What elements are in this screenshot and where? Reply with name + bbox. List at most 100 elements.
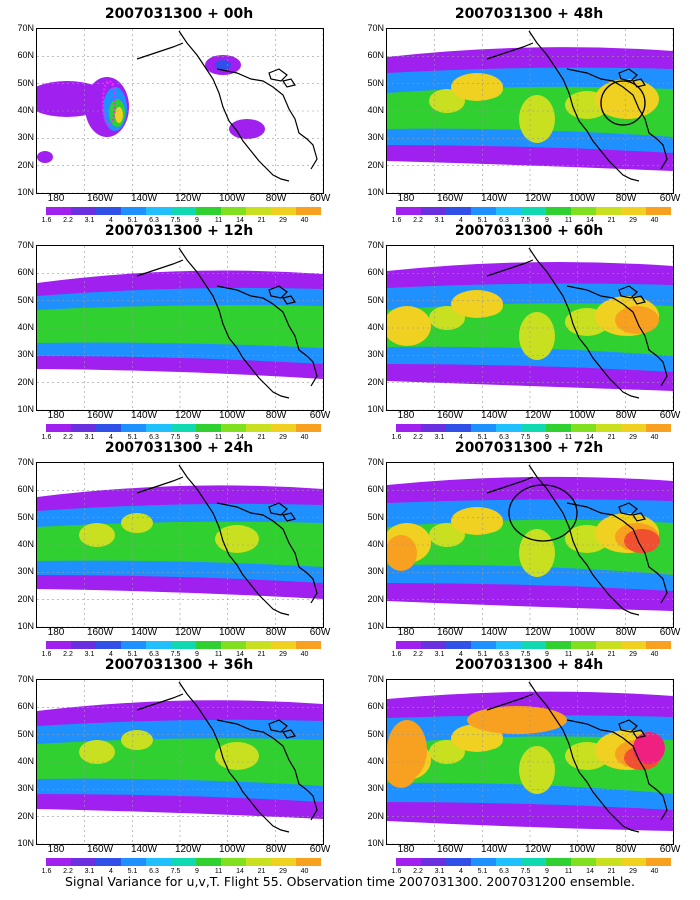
- lat-label: 30N: [17, 566, 34, 577]
- colorbar-swatch: [596, 207, 621, 215]
- colorbar-label: 40: [650, 868, 659, 875]
- colorbar-label: 14: [236, 217, 244, 224]
- colorbar-label: 40: [300, 651, 309, 658]
- map-canvas: [387, 29, 673, 193]
- great-lakes-outline: [618, 719, 646, 739]
- colorbar-label: 6.3: [499, 434, 509, 441]
- colorbar-swatch: [571, 424, 596, 432]
- colorbar-label: 2.2: [413, 651, 423, 658]
- panel-title: 2007031300 + 84h: [454, 657, 604, 673]
- lat-label: 10N: [367, 621, 384, 631]
- colorbar-label: 2.2: [63, 434, 73, 441]
- colorbar-label: 6.3: [149, 868, 159, 875]
- colorbar-swatch: [446, 424, 471, 432]
- colorbar-label: 1.6: [41, 868, 52, 875]
- colorbar-swatch: [171, 424, 196, 432]
- coastline: [528, 681, 640, 833]
- colorbar: [396, 858, 671, 866]
- colorbar-swatch: [471, 641, 496, 649]
- lon-label: 160W: [436, 410, 464, 421]
- colorbar-swatch: [621, 424, 646, 432]
- flight-track: [102, 80, 116, 126]
- panel-title: 2007031300 + 24h: [104, 440, 254, 456]
- colorbar-swatch: [271, 424, 296, 432]
- colorbar-swatch: [146, 641, 171, 649]
- colorbar-swatch: [121, 641, 146, 649]
- colorbar-label: 6.3: [499, 868, 509, 875]
- colorbar-swatch: [121, 858, 146, 866]
- panel-title: 2007031300 + 72h: [454, 440, 604, 456]
- lon-label: 120W: [524, 193, 552, 204]
- colorbar-label: 1.6: [391, 868, 402, 875]
- lat-label: 30N: [367, 566, 384, 577]
- colorbar-swatch: [146, 424, 171, 432]
- great-lakes-outline: [268, 719, 296, 739]
- lat-label: 10N: [367, 404, 384, 414]
- lon-label: 140W: [130, 844, 158, 855]
- panel-title: 2007031300 + 36h: [104, 657, 254, 673]
- lat-label: 70N: [17, 240, 34, 250]
- lon-label: 120W: [174, 627, 202, 638]
- coastline: [486, 476, 534, 494]
- colorbar-swatch: [396, 641, 421, 649]
- colorbar-swatch: [396, 207, 421, 215]
- lon-label: 60W: [659, 627, 681, 638]
- lat-label: 20N: [17, 593, 34, 604]
- lat-label: 50N: [367, 728, 384, 739]
- lon-label: 120W: [524, 844, 552, 855]
- colorbar-swatch: [46, 207, 71, 215]
- colorbar: [46, 207, 321, 215]
- colorbar-label: 21: [257, 651, 266, 658]
- colorbar-swatch: [471, 858, 496, 866]
- colorbar-swatch: [646, 207, 671, 215]
- variance-map: [36, 245, 324, 411]
- colorbar-swatch: [471, 207, 496, 215]
- variance-map: [386, 245, 674, 411]
- lon-label: 140W: [130, 193, 158, 204]
- lon-label: 160W: [436, 193, 464, 204]
- map-canvas: [37, 29, 323, 193]
- target-circle: [600, 80, 646, 126]
- colorbar-label: 21: [607, 868, 616, 875]
- colorbar: [46, 641, 321, 649]
- colorbar-label: 21: [257, 434, 266, 441]
- lon-label: 140W: [480, 193, 508, 204]
- lat-label: 60N: [367, 50, 384, 61]
- colorbar-label: 9: [195, 217, 199, 224]
- colorbar-label: 29: [279, 651, 287, 658]
- colorbar-label: 4: [109, 434, 113, 441]
- colorbar-label: 11: [564, 217, 573, 224]
- lon-label: 60W: [309, 844, 331, 855]
- colorbar-swatch: [271, 641, 296, 649]
- lon-label: 180: [47, 627, 65, 638]
- lat-label: 30N: [17, 349, 34, 360]
- colorbar-label: 3.1: [84, 868, 95, 875]
- great-lakes-outline: [618, 502, 646, 522]
- colorbar-label: 3.1: [84, 651, 95, 658]
- lat-label: 50N: [367, 511, 384, 522]
- lon-label: 180: [47, 193, 65, 204]
- colorbar-label: 29: [629, 651, 637, 658]
- colorbar-label: 2.2: [413, 217, 423, 224]
- great-lakes-outline: [268, 502, 296, 522]
- colorbar-label: 7.5: [170, 651, 181, 658]
- colorbar-swatch: [246, 641, 271, 649]
- colorbar-swatch: [221, 424, 246, 432]
- colorbar-swatch: [296, 858, 321, 866]
- figure-caption: Signal Variance for u,v,T. Flight 55. Ob…: [65, 874, 635, 889]
- colorbar-label: 14: [236, 434, 244, 441]
- colorbar-label: 4: [459, 434, 463, 441]
- lon-label: 180: [397, 193, 415, 204]
- lat-label: 50N: [367, 77, 384, 88]
- lon-label: 80W: [615, 193, 637, 204]
- colorbar-swatch: [571, 207, 596, 215]
- lat-label: 20N: [17, 159, 34, 170]
- colorbar-swatch: [171, 858, 196, 866]
- colorbar-label: 21: [257, 868, 266, 875]
- map-canvas: [387, 246, 673, 410]
- colorbar-swatch: [646, 424, 671, 432]
- lat-label: 70N: [17, 674, 34, 684]
- colorbar-label: 2.2: [63, 217, 73, 224]
- colorbar-label: 11: [214, 868, 223, 875]
- colorbar-swatch: [196, 858, 221, 866]
